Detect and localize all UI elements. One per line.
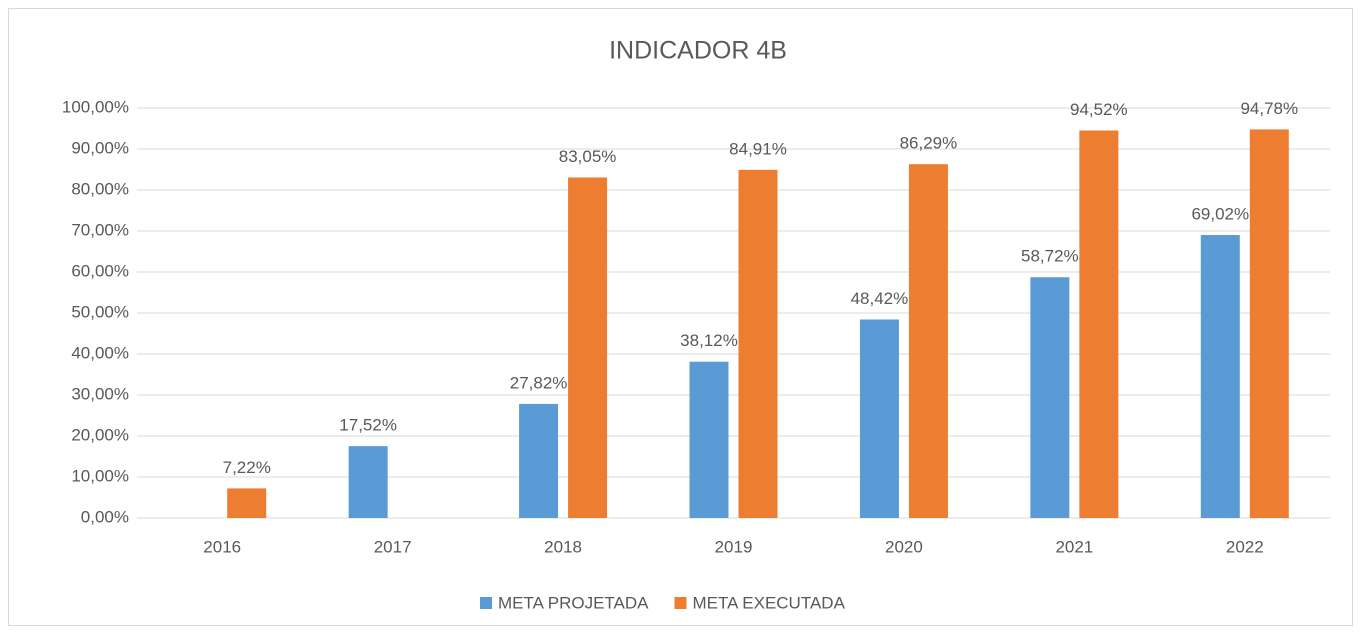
- y-tick-label: 30,00%: [71, 384, 129, 403]
- data-label: 48,42%: [851, 289, 909, 308]
- bar: [227, 488, 267, 518]
- bar: [1079, 130, 1119, 518]
- chart-border: [8, 8, 1353, 626]
- x-tick-label: 2019: [715, 537, 753, 556]
- data-label: 17,52%: [339, 416, 397, 435]
- data-label: 27,82%: [510, 373, 568, 392]
- bar: [568, 177, 608, 518]
- legend-swatch: [480, 597, 492, 609]
- x-tick-label: 2016: [203, 537, 241, 556]
- x-tick-label: 2018: [544, 537, 582, 556]
- y-tick-label: 80,00%: [71, 179, 129, 198]
- chart-title: INDICADOR 4B: [609, 37, 787, 65]
- y-tick-label: 70,00%: [71, 220, 129, 239]
- bar: [1249, 129, 1289, 519]
- bar: [1200, 235, 1240, 518]
- data-label: 7,22%: [223, 458, 271, 477]
- data-label: 94,78%: [1240, 99, 1298, 118]
- bar: [859, 319, 899, 518]
- y-tick-label: 60,00%: [71, 261, 129, 280]
- data-label: 69,02%: [1191, 205, 1249, 224]
- legend-label: META PROJETADA: [498, 593, 649, 612]
- y-tick-label: 50,00%: [71, 302, 129, 321]
- x-tick-label: 2022: [1226, 537, 1264, 556]
- y-tick-label: 10,00%: [71, 466, 129, 485]
- bar: [689, 361, 729, 518]
- data-label: 83,05%: [559, 147, 617, 166]
- x-tick-label: 2017: [374, 537, 412, 556]
- legend-label: META EXECUTADA: [693, 593, 846, 612]
- data-label: 94,52%: [1070, 100, 1128, 119]
- x-tick-label: 2021: [1055, 537, 1093, 556]
- bar: [348, 446, 388, 518]
- data-label: 84,91%: [729, 139, 787, 158]
- x-tick-label: 2020: [885, 537, 923, 556]
- bar: [1030, 277, 1070, 518]
- bar: [908, 164, 948, 518]
- bar: [519, 403, 559, 518]
- y-tick-label: 20,00%: [71, 425, 129, 444]
- y-tick-label: 100,00%: [62, 97, 129, 116]
- bar: [738, 169, 778, 518]
- data-label: 38,12%: [680, 331, 738, 350]
- data-label: 58,72%: [1021, 247, 1079, 266]
- y-tick-label: 40,00%: [71, 343, 129, 362]
- y-tick-label: 0,00%: [81, 507, 129, 526]
- legend-swatch: [674, 597, 687, 609]
- y-tick-label: 90,00%: [71, 138, 129, 157]
- data-label: 86,29%: [900, 134, 958, 153]
